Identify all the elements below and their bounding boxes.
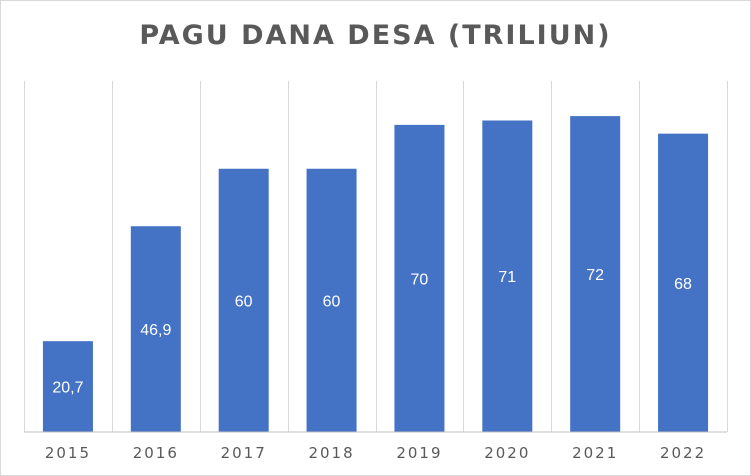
x-tick-2019: 2019	[396, 444, 442, 462]
data-label-2021: 72	[586, 267, 604, 284]
bars	[42, 116, 709, 433]
data-label-2017: 60	[235, 293, 253, 310]
chart-title: PAGU DANA DESA (TRILIUN)	[139, 20, 612, 51]
bar-2018	[306, 168, 357, 432]
x-tick-2017: 2017	[221, 444, 267, 462]
data-label-2020: 71	[498, 269, 516, 286]
x-tick-2021: 2021	[572, 444, 618, 462]
x-tick-2018: 2018	[308, 444, 354, 462]
grid-lines	[24, 81, 728, 432]
data-label-2015: 20,7	[52, 380, 83, 397]
x-tick-2022: 2022	[660, 444, 706, 462]
data-labels: 20,7 46,9 60 60 70 71 72 68	[52, 267, 692, 397]
x-tick-2020: 2020	[484, 444, 530, 462]
data-label-2016: 46,9	[140, 322, 171, 339]
bar-2022	[658, 133, 709, 432]
bar-2015	[42, 341, 93, 432]
x-axis-ticks: 2015 2016 2017 2018 2019 2020 2021 2022	[45, 444, 706, 462]
x-tick-2016: 2016	[133, 444, 179, 462]
x-tick-2015: 2015	[45, 444, 91, 462]
bar-2021	[570, 116, 621, 432]
data-label-2019: 70	[411, 271, 429, 288]
bar-2016	[130, 226, 181, 432]
bar-2019	[394, 124, 445, 432]
bar-2020	[482, 120, 533, 433]
data-label-2022: 68	[674, 276, 692, 293]
data-label-2018: 60	[323, 293, 341, 310]
bar-2017	[218, 168, 269, 432]
